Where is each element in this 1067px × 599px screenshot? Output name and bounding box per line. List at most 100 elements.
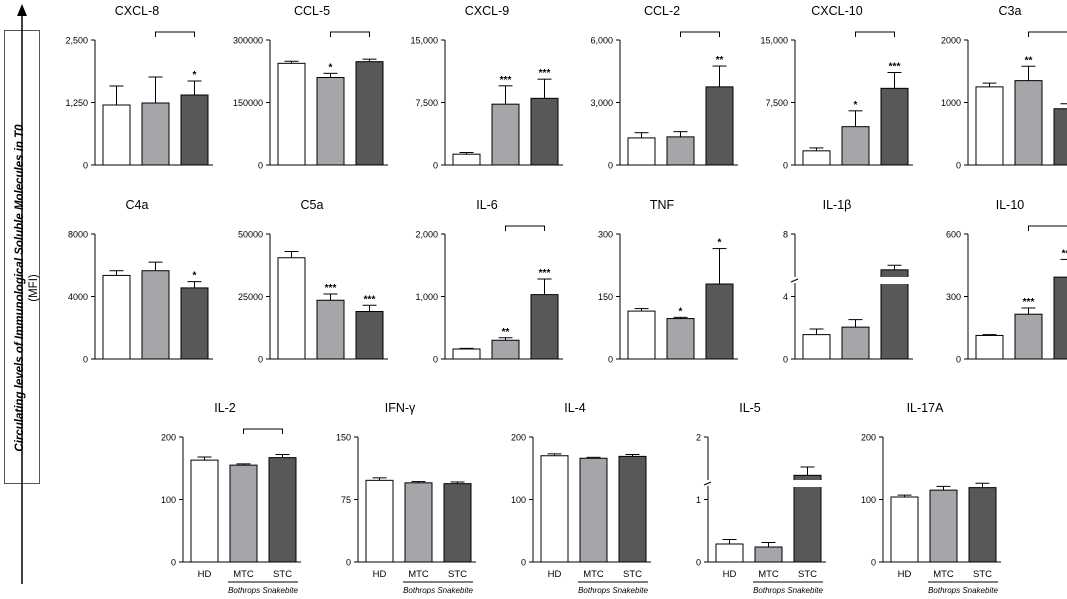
significance-mtc: ***: [1023, 297, 1035, 308]
bar-stc: [618, 455, 647, 563]
x-tick-label-hd: HD: [898, 569, 912, 580]
chart-il-5: IL-5 0 1 2 HD MTC STC Bothrops Snakebite: [696, 401, 826, 595]
bar-mtc: [141, 102, 170, 166]
y-tick-label: 0: [783, 161, 788, 171]
bar-hd: [975, 334, 1004, 360]
significance-mtc: *: [679, 306, 683, 317]
bar-stc: [443, 483, 472, 563]
y-tick-label: 0: [83, 355, 88, 365]
y-tick-label: 0: [956, 355, 961, 365]
significance-mtc: ***: [325, 283, 337, 294]
bar-mtc: [316, 299, 345, 360]
y-tick-label: 1,000: [415, 292, 438, 302]
chart-title: C5a: [301, 198, 324, 212]
bar-mtc: [666, 318, 695, 360]
bar-break-gap: [793, 480, 822, 487]
bar-hd: [277, 62, 306, 166]
y-tick-label: 0: [956, 161, 961, 171]
bar-hd: [627, 310, 656, 360]
y-tick-label: 300: [598, 230, 613, 240]
y-tick-label: 50000: [238, 230, 263, 240]
chart-title: C4a: [126, 198, 149, 212]
comparison-bracket: [243, 428, 283, 434]
y-tick-label: 1: [696, 495, 701, 505]
y-tick-label: 200: [161, 433, 176, 443]
y-tick-label: 2,000: [415, 230, 438, 240]
y-tick-label: 200: [511, 433, 526, 443]
chart-cxcl-9: CXCL-9 0 7,500 15,000 *** ***: [410, 4, 563, 171]
chart-il-10: IL-10 0 300 600 *** ***: [946, 198, 1067, 365]
chart-title: CXCL-8: [115, 4, 160, 18]
bar-mtc: [579, 457, 608, 563]
bar-stc: [705, 86, 734, 166]
y-tick-label: 1000: [941, 98, 961, 108]
comparison-bracket: [1028, 31, 1067, 37]
chart-title: IL-17A: [907, 401, 944, 415]
y-tick-label: 4000: [68, 292, 88, 302]
x-tick-label-stc: STC: [273, 569, 292, 580]
bar-hd: [975, 86, 1004, 166]
bar-stc: [355, 311, 384, 360]
y-tick-label: 150: [598, 292, 613, 302]
bar-stc: [180, 94, 209, 166]
chart-title: C3a: [999, 4, 1022, 18]
y-tick-label: 100: [161, 495, 176, 505]
chart-il-17a: IL-17A 0 100 200 HD MTC STC Bothrops Snakebite: [861, 401, 1001, 595]
significance-stc: *: [193, 271, 197, 282]
significance-stc: ***: [889, 62, 901, 73]
bar-mtc: [1014, 313, 1043, 360]
y-tick-label: 0: [433, 355, 438, 365]
y-tick-label: 0: [783, 355, 788, 365]
y-tick-label: 0: [258, 355, 263, 365]
bar-hd: [802, 334, 831, 360]
bar-stc: [268, 457, 297, 563]
chart-title: IL-5: [739, 401, 761, 415]
significance-mtc: **: [502, 327, 510, 338]
group-caption: Bothrops Snakebite: [578, 586, 648, 595]
bar-hd: [365, 479, 394, 563]
y-tick-label: 150: [336, 433, 351, 443]
comparison-bracket: [855, 31, 895, 37]
bar-mtc: [141, 270, 170, 360]
chart-tnf: TNF 0 150 300 * *: [598, 198, 738, 365]
comparison-bracket: [680, 31, 720, 37]
y-tick-label: 100: [861, 495, 876, 505]
x-tick-label-mtc: MTC: [933, 569, 954, 580]
chart-title: IL-6: [476, 198, 498, 212]
bar-hd: [102, 274, 131, 360]
bar-mtc: [754, 546, 783, 563]
chart-title: IL-10: [996, 198, 1025, 212]
significance-stc: *: [718, 238, 722, 249]
chart-c4a: C4a 0 4000 8000 *: [68, 198, 213, 365]
significance-stc: ***: [539, 68, 551, 79]
chart-title: IL-2: [214, 401, 236, 415]
bar-mtc: [491, 103, 520, 166]
bar-mtc: [1014, 80, 1043, 166]
y-tick-label: 7,500: [415, 98, 438, 108]
chart-il-4: IL-4 0 100 200 HD MTC STC Bothrops Snakebite: [511, 401, 651, 595]
y-tick-label: 300000: [233, 36, 263, 46]
bar-mtc: [229, 464, 258, 563]
y-tick-label: 3,000: [590, 98, 613, 108]
x-tick-label-hd: HD: [373, 569, 387, 580]
bar-hd: [277, 257, 306, 360]
bar-stc: [355, 61, 384, 166]
comparison-bracket: [330, 31, 370, 37]
bar-hd: [627, 137, 656, 166]
x-tick-label-mtc: MTC: [758, 569, 779, 580]
x-tick-label-hd: HD: [548, 569, 562, 580]
significance-mtc: *: [854, 100, 858, 111]
group-caption: Bothrops Snakebite: [228, 586, 298, 595]
bar-hd: [452, 153, 481, 166]
group-caption: Bothrops Snakebite: [753, 586, 823, 595]
y-tick-label: 7,500: [765, 98, 788, 108]
x-tick-label-stc: STC: [623, 569, 642, 580]
chart-ccl-2: CCL-2 0 3,000 6,000 **: [590, 4, 738, 171]
bar-hd: [715, 543, 744, 563]
y-tick-label: 25000: [238, 292, 263, 302]
chart-title: IFN-γ: [385, 401, 416, 415]
y-tick-label: 2000: [941, 36, 961, 46]
x-tick-label-mtc: MTC: [583, 569, 604, 580]
y-tick-label: 0: [171, 558, 176, 568]
